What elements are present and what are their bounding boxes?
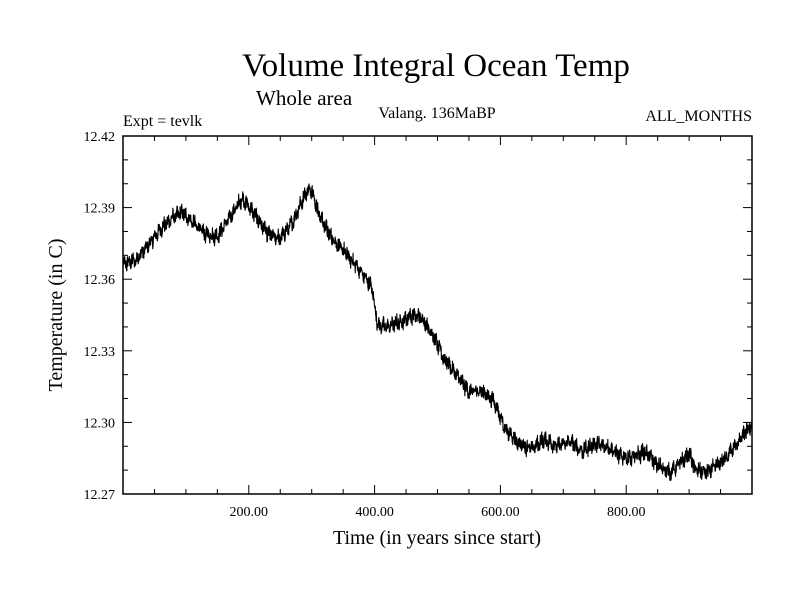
- y-tick-label: 12.30: [84, 416, 116, 431]
- y-axis-label: Temperature (in C): [45, 239, 67, 392]
- chart-title: Volume Integral Ocean Temp: [242, 48, 630, 84]
- y-tick-label: 12.39: [84, 202, 116, 217]
- plot-frame: [122, 135, 753, 495]
- x-tick-label: 200.00: [230, 505, 269, 520]
- plot-area: [122, 183, 753, 482]
- chart-subtitle: Whole area: [256, 86, 353, 110]
- x-tick-label: 400.00: [355, 505, 394, 520]
- temperature-series-line: [122, 183, 753, 482]
- period-label: Valang. 136MaBP: [378, 105, 495, 122]
- x-tick-label: 600.00: [481, 505, 520, 520]
- axis-ticks: 200.00 400.00 600.00 800.00 12.27 12.30 12.33 1…: [84, 130, 752, 520]
- months-label: ALL_MONTHS: [645, 108, 752, 125]
- experiment-label: Expt = tevlk: [123, 113, 202, 130]
- y-tick-label: 12.42: [84, 130, 116, 145]
- y-tick-label: 12.33: [84, 345, 116, 360]
- x-axis-label: Time (in years since start): [333, 527, 541, 549]
- x-tick-label: 800.00: [607, 505, 646, 520]
- y-tick-label: 12.36: [84, 273, 116, 288]
- y-tick-label: 12.27: [84, 488, 116, 503]
